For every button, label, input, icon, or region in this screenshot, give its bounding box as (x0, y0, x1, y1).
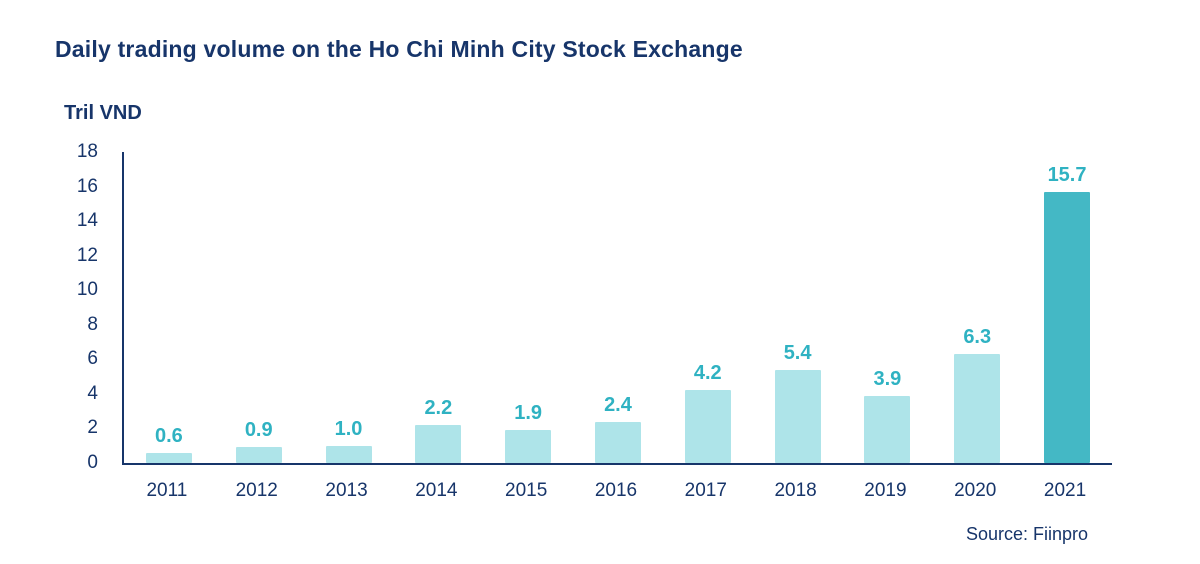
x-tick-label-2014: 2014 (415, 480, 458, 501)
bar-value-label: 2.4 (604, 393, 632, 416)
x-tick-label-2016: 2016 (594, 480, 638, 501)
bar-value-label: 2.2 (424, 397, 453, 419)
bar-column-2014: 2.2 (393, 152, 483, 463)
bar-2014 (415, 425, 462, 463)
x-tick-label-2013: 2013 (325, 480, 368, 501)
bar-column-2020: 6.3 (932, 152, 1022, 463)
y-axis-label: Tril VND (64, 102, 142, 124)
y-tick-label: 4 (87, 382, 98, 404)
bar-value-label: 1.9 (514, 402, 543, 425)
bar-column-2018: 5.4 (753, 152, 843, 463)
bar-column-2013: 1.0 (304, 152, 394, 463)
y-tick-label: 16 (76, 175, 98, 197)
x-tick-label-2011: 2011 (146, 480, 188, 501)
y-tick-label: 0 (87, 452, 98, 473)
y-tick-label: 2 (87, 417, 98, 439)
y-tick-label: 6 (87, 348, 98, 370)
bar-2016 (594, 421, 641, 463)
bar-column-2016: 2.4 (573, 152, 663, 463)
bar-value-label: 3.9 (873, 367, 902, 390)
bar-column-2015: 1.9 (483, 152, 573, 463)
y-tick-label: 10 (76, 279, 98, 301)
y-tick-label: 14 (76, 210, 98, 232)
x-tick-label-2012: 2012 (235, 480, 278, 501)
bar-2019 (864, 395, 911, 463)
y-tick-label: 18 (76, 141, 98, 162)
bar-column-2012: 0.9 (214, 152, 304, 463)
y-tick-label: 12 (76, 244, 98, 266)
y-tick-label: 8 (87, 313, 98, 335)
bar-column-2021: 15.7 (1022, 152, 1112, 463)
bar-2018 (774, 369, 821, 463)
bar-column-2017: 4.2 (663, 152, 753, 463)
bar-value-label: 1.0 (334, 417, 363, 440)
x-tick-label-2017: 2017 (684, 480, 727, 501)
x-tick-label-2019: 2019 (864, 480, 907, 501)
bar-value-label: 0.6 (155, 424, 183, 447)
bar-column-2019: 3.9 (843, 152, 933, 463)
x-tick-label-2020: 2020 (954, 480, 997, 501)
bar-2013 (325, 445, 372, 463)
bar-2012 (235, 447, 282, 463)
x-tick-label-2021: 2021 (1043, 480, 1087, 501)
bar-value-label: 6.3 (963, 326, 992, 349)
bar-2021 (1044, 191, 1091, 463)
bar-value-label: 5.4 (783, 341, 812, 364)
plot-area: 0.6 0.9 1.0 2.2 1.9 2.4 4.2 5.4 3.9 6.3 15.7 (122, 152, 1112, 465)
bar-value-label: 0.9 (244, 419, 273, 442)
bar-column-2011: 0.6 (124, 152, 214, 463)
bars-container: 0.6 0.9 1.0 2.2 1.9 2.4 4.2 5.4 3.9 6.3 15.7 (124, 152, 1112, 463)
bar-value-label: 4.2 (693, 362, 722, 385)
x-tick-label-2015: 2015 (505, 480, 548, 501)
bar-2011 (145, 452, 192, 463)
chart-title: Daily trading volume on the Ho Chi Minh … (55, 36, 743, 62)
x-axis-labels: 2011 2012 2013 2014 2015 2016 2017 2018 2019 2020… (122, 480, 1110, 502)
x-tick-label-2018: 2018 (774, 480, 817, 501)
bar-2020 (954, 354, 1001, 463)
y-axis-ticks: 0 2 4 6 8 10 12 14 16 18 (52, 141, 112, 473)
source-note: Source: Fiinpro (965, 524, 1088, 544)
bar-value-label: 15.7 (1047, 163, 1087, 186)
bar-2015 (505, 430, 552, 463)
bar-2017 (684, 390, 731, 463)
